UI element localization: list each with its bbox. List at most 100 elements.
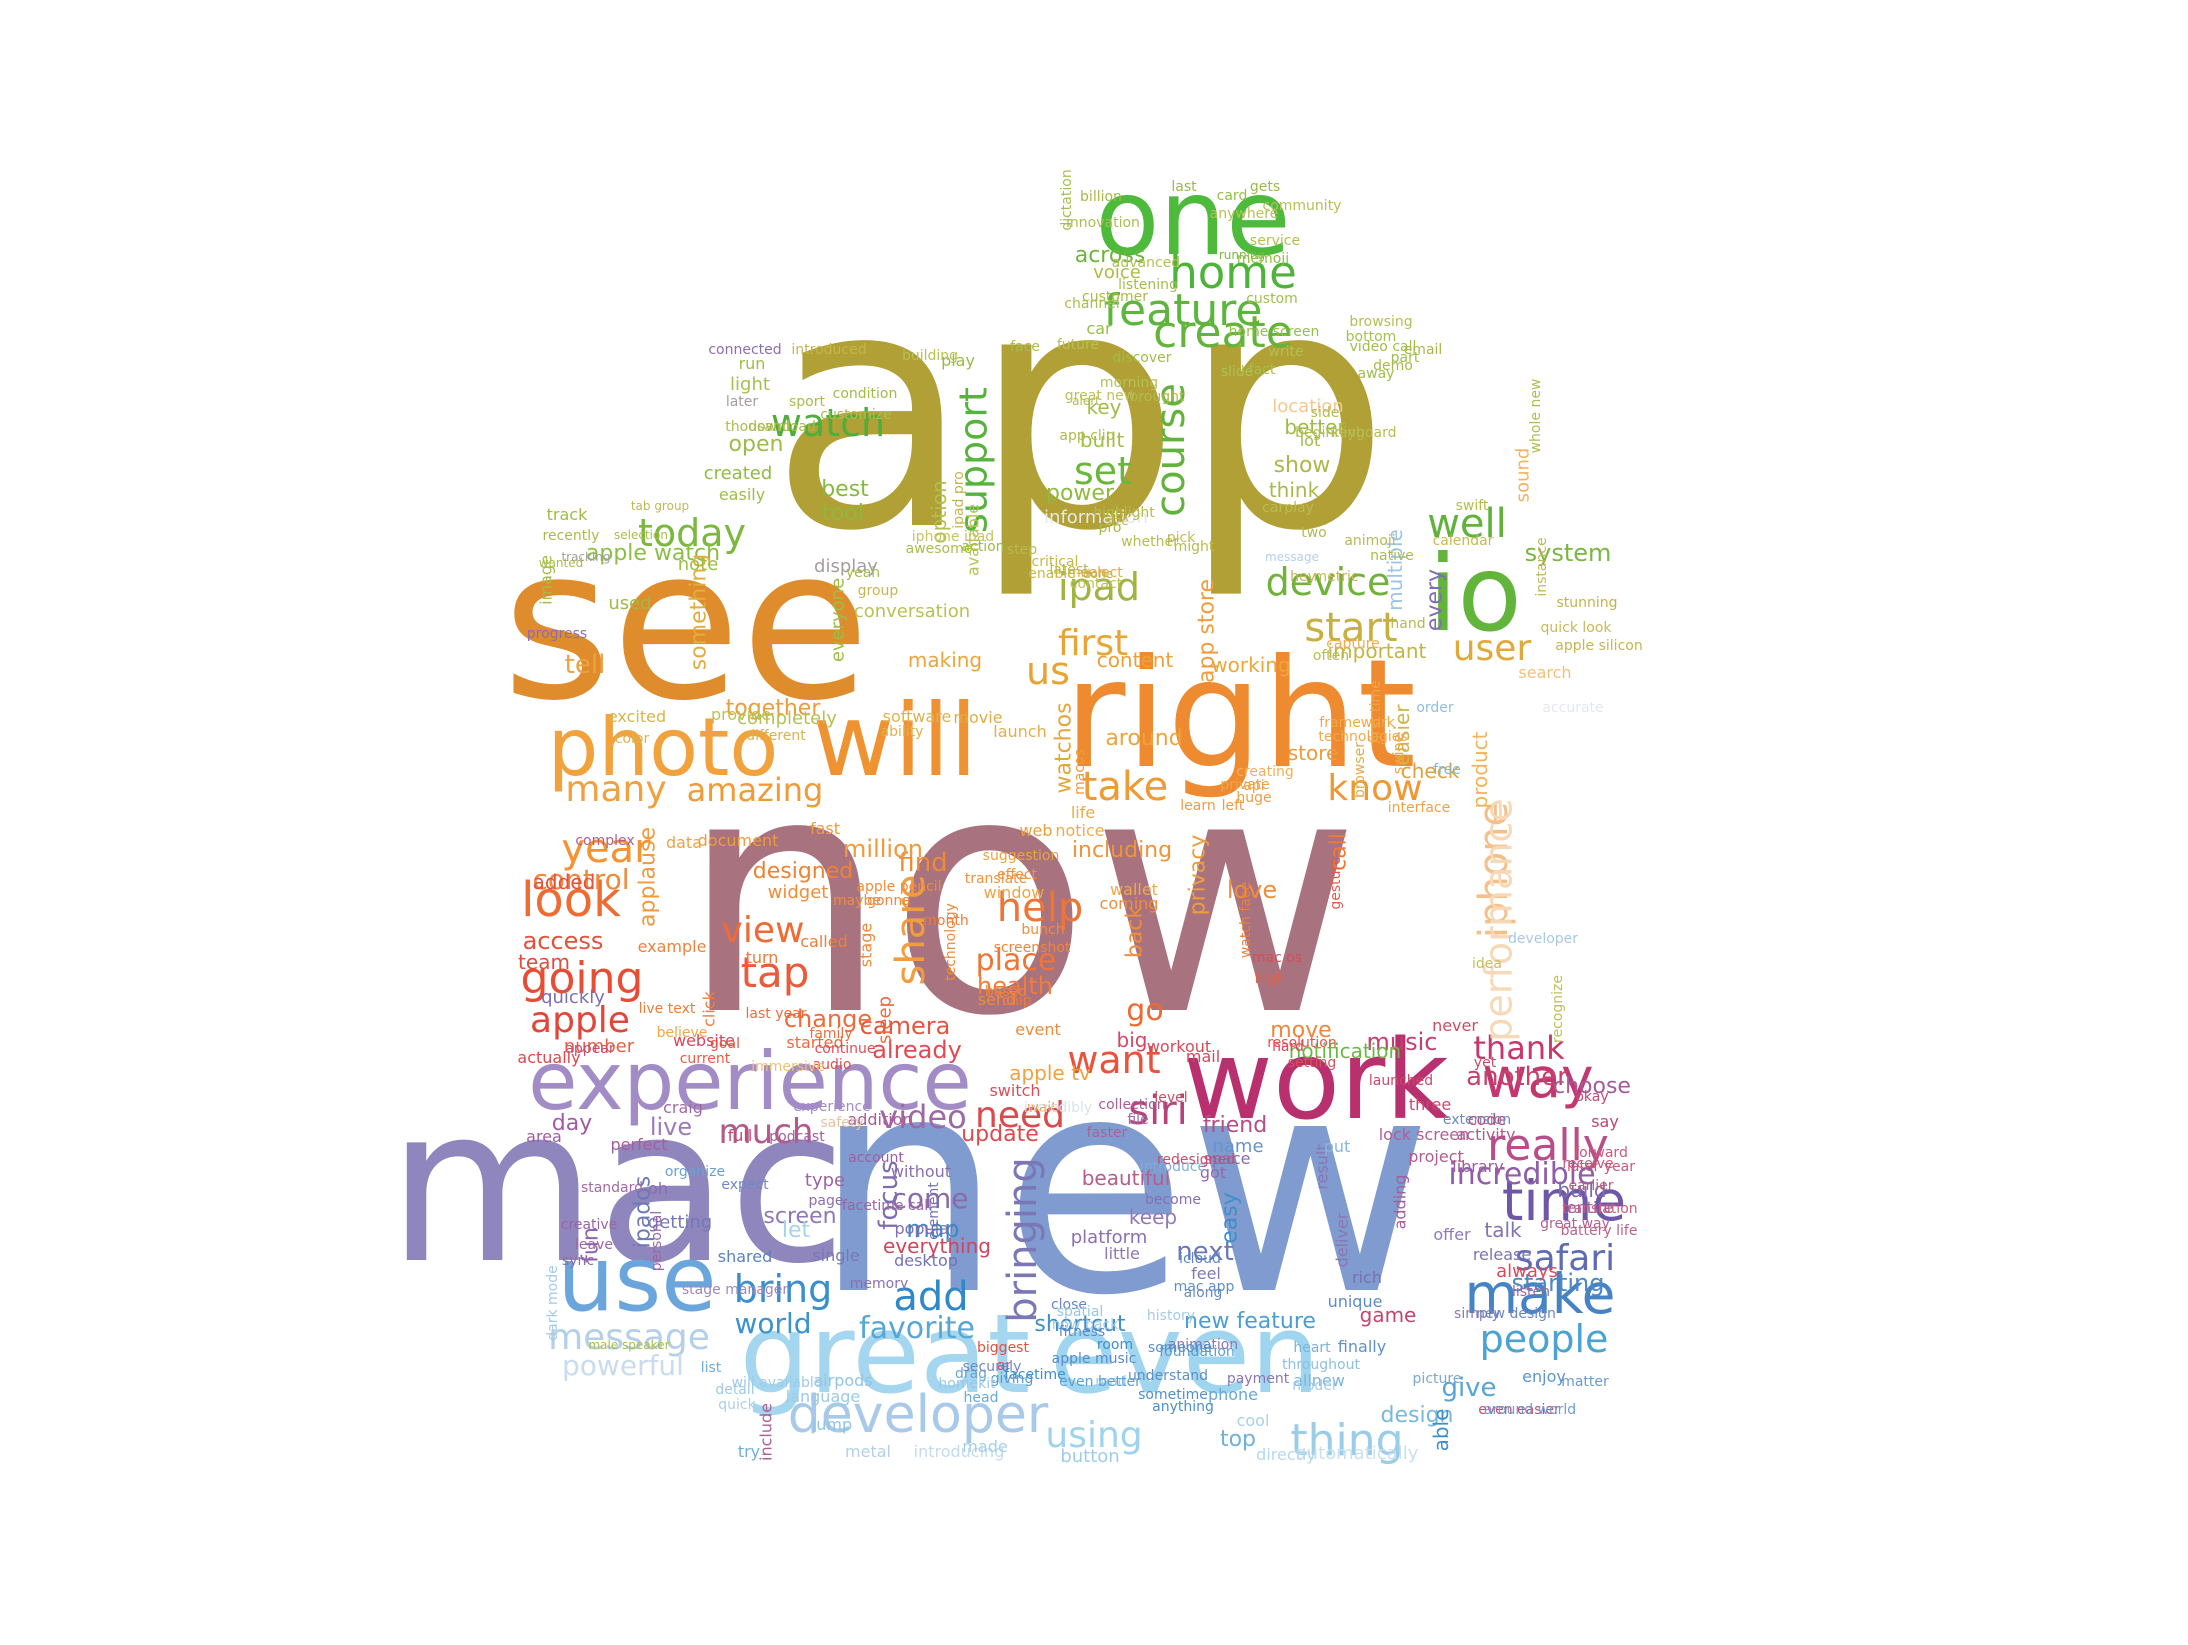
word-button: button	[1060, 1446, 1119, 1467]
word-provide: provide	[711, 705, 771, 724]
word-click: click	[700, 990, 719, 1026]
word-display: display	[814, 556, 878, 577]
word-experience: experience	[528, 1035, 971, 1128]
word-see: see	[502, 502, 870, 747]
word-safari: safari	[1515, 1238, 1615, 1279]
word-beginning: beginning	[1295, 425, 1365, 441]
word-mac-os: mac os	[1252, 950, 1302, 966]
word-apple: apple	[530, 1000, 630, 1041]
word-alert: alert	[1072, 394, 1100, 408]
word-recently: recently	[543, 528, 600, 544]
word-discover: discover	[1113, 350, 1172, 366]
word-quick-look: quick look	[1540, 620, 1612, 636]
word-apple-silicon: apple silicon	[1555, 638, 1642, 654]
word-love: love	[1227, 876, 1277, 904]
word-support: support	[951, 387, 995, 533]
word-tracking: tracking	[561, 550, 610, 564]
word-go: go	[1126, 993, 1163, 1028]
word-never: never	[1432, 1016, 1478, 1035]
word-year: year	[561, 826, 651, 872]
word-library: library	[1452, 1157, 1503, 1176]
word-anything: anything	[1152, 1399, 1214, 1415]
word-getting: getting	[648, 1212, 712, 1233]
word-morning: morning	[1100, 375, 1158, 391]
word-user: user	[1453, 628, 1532, 669]
word-desktop: desktop	[894, 1251, 958, 1270]
word-option: option	[927, 480, 951, 543]
word-update: update	[961, 1122, 1039, 1147]
word-pick: pick	[1167, 530, 1196, 546]
word-sometime: sometime	[1138, 1387, 1208, 1403]
word-suggestion: suggestion	[983, 848, 1060, 864]
word-every: every	[1423, 569, 1448, 631]
word-listen: listen	[1512, 1284, 1550, 1300]
word-experience: experience	[793, 1099, 871, 1115]
word-channel: channel	[1064, 296, 1119, 312]
word-audio: audio	[813, 1057, 852, 1073]
word-condition: condition	[833, 386, 898, 402]
word-capture: capture	[1326, 636, 1380, 652]
word-bring: bring	[734, 1267, 833, 1311]
word-bunch: bunch	[1021, 922, 1064, 938]
word-lock-screen: lock screen	[1379, 1125, 1470, 1144]
word-demo: demo	[1373, 358, 1413, 374]
word-expect: expect	[721, 1177, 769, 1193]
word-track: track	[547, 505, 588, 524]
word-creating: creating	[1236, 764, 1293, 780]
word-software: software	[883, 707, 952, 726]
word-iphone-ipad: iphone ipad	[912, 529, 994, 545]
word-stage: stage	[857, 923, 876, 967]
word-keyboard: keyboard	[1332, 425, 1397, 441]
word-control: control	[532, 863, 629, 896]
word-screen: screen	[763, 1204, 836, 1229]
word-sound: sound	[1512, 448, 1533, 503]
word-play: play	[941, 351, 975, 370]
word-automatically: automatically	[1296, 1443, 1419, 1464]
word-image: image	[537, 555, 556, 605]
word-add: add	[893, 1274, 968, 1320]
word-today: today	[638, 511, 746, 555]
word-even: even	[1050, 1290, 1320, 1418]
word-brought: brought	[1129, 389, 1185, 405]
word-facetime-call: facetime call	[842, 1198, 932, 1214]
word-workout: workout	[1147, 1037, 1211, 1056]
word-download: download	[748, 419, 816, 435]
word-try: try	[738, 1442, 760, 1461]
word-easily: easily	[719, 485, 765, 504]
word-created: created	[704, 463, 773, 484]
word-battery-life: battery life	[1561, 1223, 1638, 1239]
word-okay: okay	[1575, 1089, 1608, 1105]
word-finally: finally	[1338, 1337, 1386, 1356]
word-enable: enable	[1028, 566, 1075, 582]
word-facetime: facetime	[1004, 1367, 1065, 1383]
word-matter: matter	[1561, 1374, 1609, 1390]
word-fun: fun	[579, 1227, 604, 1263]
word-swift: swift	[1456, 498, 1489, 514]
word-technology: technology	[943, 903, 959, 981]
word-completely: completely	[737, 708, 837, 729]
word-running: running	[1219, 248, 1265, 262]
word-rich: rich	[1352, 1268, 1382, 1287]
word-wait: wait	[1027, 1100, 1057, 1116]
word-mac-app: mac app	[1174, 1279, 1235, 1295]
word-mac: mac	[387, 1060, 846, 1311]
word-much: much	[719, 1112, 814, 1152]
word-mean: mean	[1067, 565, 1107, 581]
word-free: free	[1433, 762, 1461, 778]
word-feel: feel	[1191, 1264, 1221, 1283]
word-airpods: airpods	[813, 1371, 872, 1390]
word-new: new	[813, 1012, 1433, 1361]
word-watch: watch	[771, 401, 885, 445]
word-send: send	[978, 990, 1016, 1009]
word-using: using	[1045, 1415, 1142, 1456]
word-resolution: resolution	[1267, 1035, 1337, 1051]
word-choose: choose	[1553, 1074, 1631, 1099]
word-might: might	[1174, 539, 1215, 555]
word-become: become	[1145, 1192, 1201, 1208]
word-hard: hard	[1272, 1039, 1304, 1055]
word-later: later	[726, 394, 759, 410]
word-chip: chip	[1002, 993, 1031, 1009]
word-tool: tool	[822, 501, 864, 526]
word-got: got	[1200, 1163, 1226, 1182]
word-payment: payment	[1227, 1371, 1290, 1387]
